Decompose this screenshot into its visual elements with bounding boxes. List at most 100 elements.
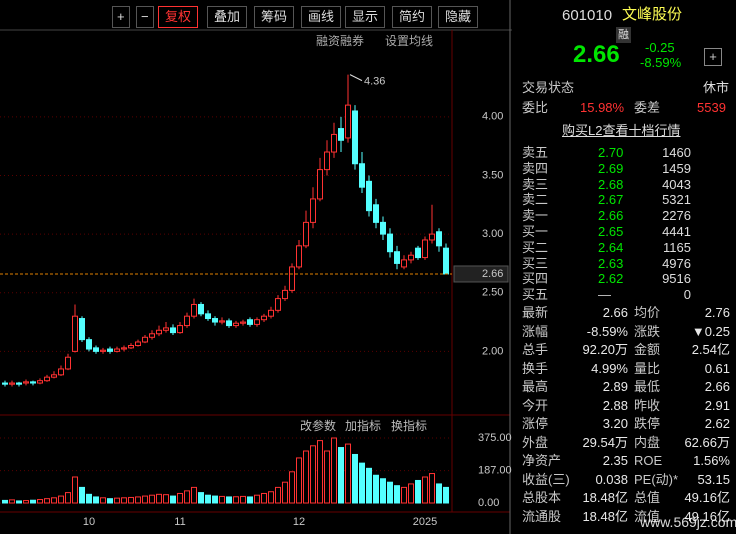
stat-label: 最新	[522, 305, 549, 320]
stat-value: 53.15	[697, 471, 730, 487]
stat-value: 0.61	[704, 360, 730, 376]
volume-bar	[135, 496, 141, 504]
l2-link[interactable]: 购买L2查看十档行情	[562, 123, 681, 138]
stat-value: 2.89	[602, 379, 628, 394]
indicator-button[interactable]: 改参数	[300, 419, 337, 433]
zoom-button[interactable]: −	[136, 6, 154, 28]
peak-arrow	[349, 74, 363, 82]
candle-body	[422, 239, 428, 259]
stock-code: 601010	[562, 7, 613, 24]
volume-bar	[30, 499, 36, 504]
volume-bar	[212, 495, 218, 504]
candle-body	[261, 315, 267, 321]
toolbar-button[interactable]: 简约	[392, 6, 433, 28]
volume-bar	[149, 494, 155, 504]
x-tick-label: 11	[174, 516, 185, 528]
y-tick-label: 375.00	[478, 432, 512, 444]
volume-bar	[86, 493, 92, 504]
book-volume: 5321	[662, 192, 691, 208]
stat-value: 92.20万	[582, 342, 628, 357]
volume-bar	[338, 447, 344, 504]
stat-value: 18.48亿	[582, 508, 628, 524]
pct: -8.59%	[640, 55, 682, 70]
stat-label: ROE	[634, 453, 663, 468]
stat-label: 涨跌	[634, 323, 661, 339]
candle-body	[30, 381, 36, 384]
toolbar-button[interactable]: 显示	[345, 6, 386, 28]
stat-label: 内盘	[634, 434, 661, 450]
stat-label: 均价	[634, 305, 661, 320]
volume-bar	[37, 499, 43, 504]
book-label: 买二	[522, 239, 549, 255]
label: 委差	[634, 100, 661, 115]
volume-bar	[184, 490, 190, 504]
volume-bar	[422, 476, 428, 504]
toolbar-button[interactable]: 筹码	[254, 6, 295, 28]
indicator-button[interactable]: 换指标	[391, 419, 428, 433]
volume-bar	[16, 500, 22, 504]
book-price: 2.70	[598, 145, 624, 160]
sub-link[interactable]: 融资融券	[316, 34, 365, 48]
stat-label: 总手	[522, 342, 549, 357]
stat-label: 外盘	[522, 434, 549, 450]
candle-body	[100, 349, 106, 352]
candle-body	[324, 151, 330, 171]
volume-bar	[359, 462, 365, 504]
indicator-button[interactable]: 加指标	[345, 419, 382, 433]
y-tick-label: 3.00	[482, 228, 503, 240]
candle-body	[275, 298, 281, 311]
volume-bar	[373, 474, 379, 504]
volume-bar	[366, 467, 372, 504]
value: 5539	[697, 100, 726, 115]
volume-bar	[219, 495, 225, 504]
volume-bar	[436, 483, 442, 504]
stat-value: 0.038	[595, 471, 628, 487]
candle-body	[219, 320, 225, 323]
add-button[interactable]: +	[704, 48, 722, 66]
book-label: 卖三	[522, 176, 549, 192]
volume-bar	[114, 497, 120, 504]
stat-value: 29.54万	[582, 434, 628, 450]
candle-body	[170, 327, 176, 334]
toolbar-button[interactable]: 复权	[158, 6, 199, 28]
candle-body	[51, 374, 57, 378]
book-volume: 1459	[662, 160, 691, 176]
candle-body	[387, 233, 393, 253]
stat-value: 3.20	[602, 416, 628, 431]
y-tick-label: 2.00	[482, 345, 503, 357]
candle-body	[436, 231, 442, 247]
volume-bar	[247, 496, 253, 504]
stat-label: 换手	[522, 360, 549, 376]
y-tick-label: 3.50	[482, 169, 503, 181]
volume-bar	[233, 496, 239, 504]
candle-body	[394, 251, 400, 264]
stat-label: 昨收	[634, 397, 661, 413]
volume-bar	[282, 481, 288, 504]
toolbar-button[interactable]: 画线	[301, 6, 342, 28]
candle-body	[205, 313, 211, 320]
zoom-button[interactable]: +	[112, 6, 130, 28]
candle-body	[142, 336, 148, 343]
stat-value: 2.35	[602, 453, 628, 468]
watermark: www.569jz.com	[640, 514, 736, 530]
volume-bar	[170, 495, 176, 504]
candle-body	[107, 348, 113, 352]
volume-bar	[128, 496, 134, 504]
sub-link[interactable]: 设置均线	[385, 34, 434, 48]
volume-bar	[72, 476, 78, 504]
badge: 融	[616, 27, 631, 43]
stat-label: 收益(三)	[522, 471, 570, 487]
book-label: 卖一	[522, 208, 549, 224]
toolbar-button[interactable]: 叠加	[207, 6, 248, 28]
stat-label: 跌停	[634, 416, 661, 431]
candle-body	[44, 376, 50, 382]
book-price: 2.65	[598, 224, 624, 239]
stat-value: 49.16亿	[684, 490, 730, 505]
candle-body	[72, 315, 78, 352]
book-volume: 1460	[662, 145, 691, 160]
change: -0.25	[645, 40, 675, 55]
volume-bar	[100, 497, 106, 504]
toolbar-button[interactable]: 隐藏	[438, 6, 479, 28]
volume-bar	[2, 499, 8, 504]
volume-bar	[23, 500, 29, 504]
